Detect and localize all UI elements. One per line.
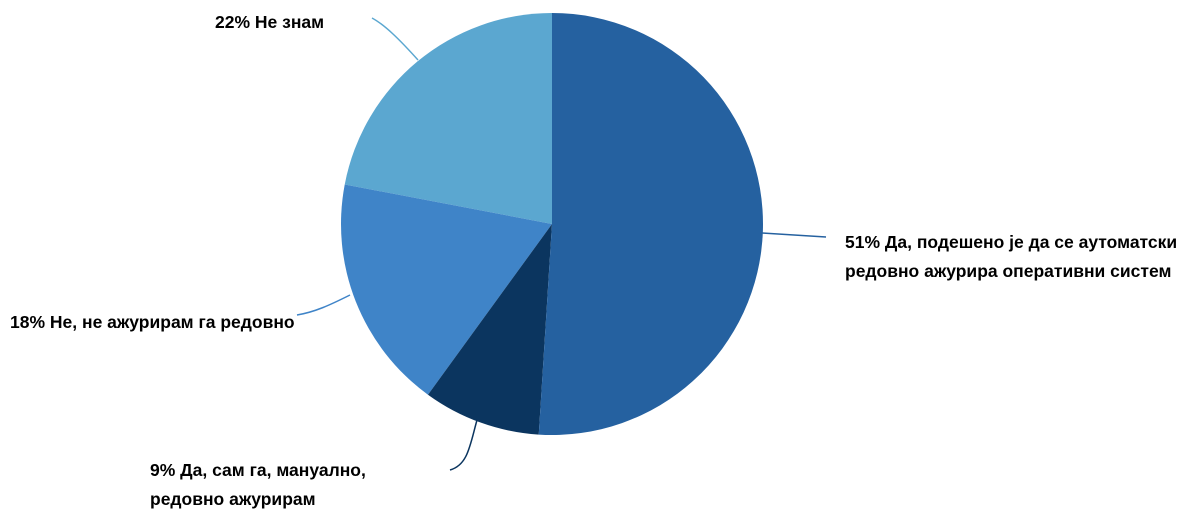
value-label: 51% xyxy=(845,232,881,252)
data-label: 22% Не знам xyxy=(215,8,415,37)
pie-slice xyxy=(427,224,552,435)
leader-line xyxy=(371,17,419,61)
data-label: 9% Да, сам га, мануално, редовно ажурира… xyxy=(150,456,442,512)
pie-slice xyxy=(538,13,763,435)
leader-line xyxy=(296,294,351,316)
value-label: 18% xyxy=(10,312,46,332)
category-label: Не знам xyxy=(254,12,325,32)
leader-line xyxy=(761,232,827,238)
category-label: Да, сам га, мануално, редовно ажурирам xyxy=(150,460,366,509)
value-label: 22% xyxy=(215,12,251,32)
data-label: 18% Не, не ажурирам га редовно xyxy=(10,308,298,337)
data-label: 51% Да, подешено је да се аутоматски ред… xyxy=(845,228,1180,286)
value-label: 9% xyxy=(150,460,176,480)
pie-slice xyxy=(341,184,552,395)
leader-line xyxy=(449,419,478,471)
category-label: Да, подешено је да се аутоматски редовно… xyxy=(845,232,1178,281)
pie-slice xyxy=(344,13,552,224)
category-label: Не, не ажурирам га редовно xyxy=(49,312,295,332)
